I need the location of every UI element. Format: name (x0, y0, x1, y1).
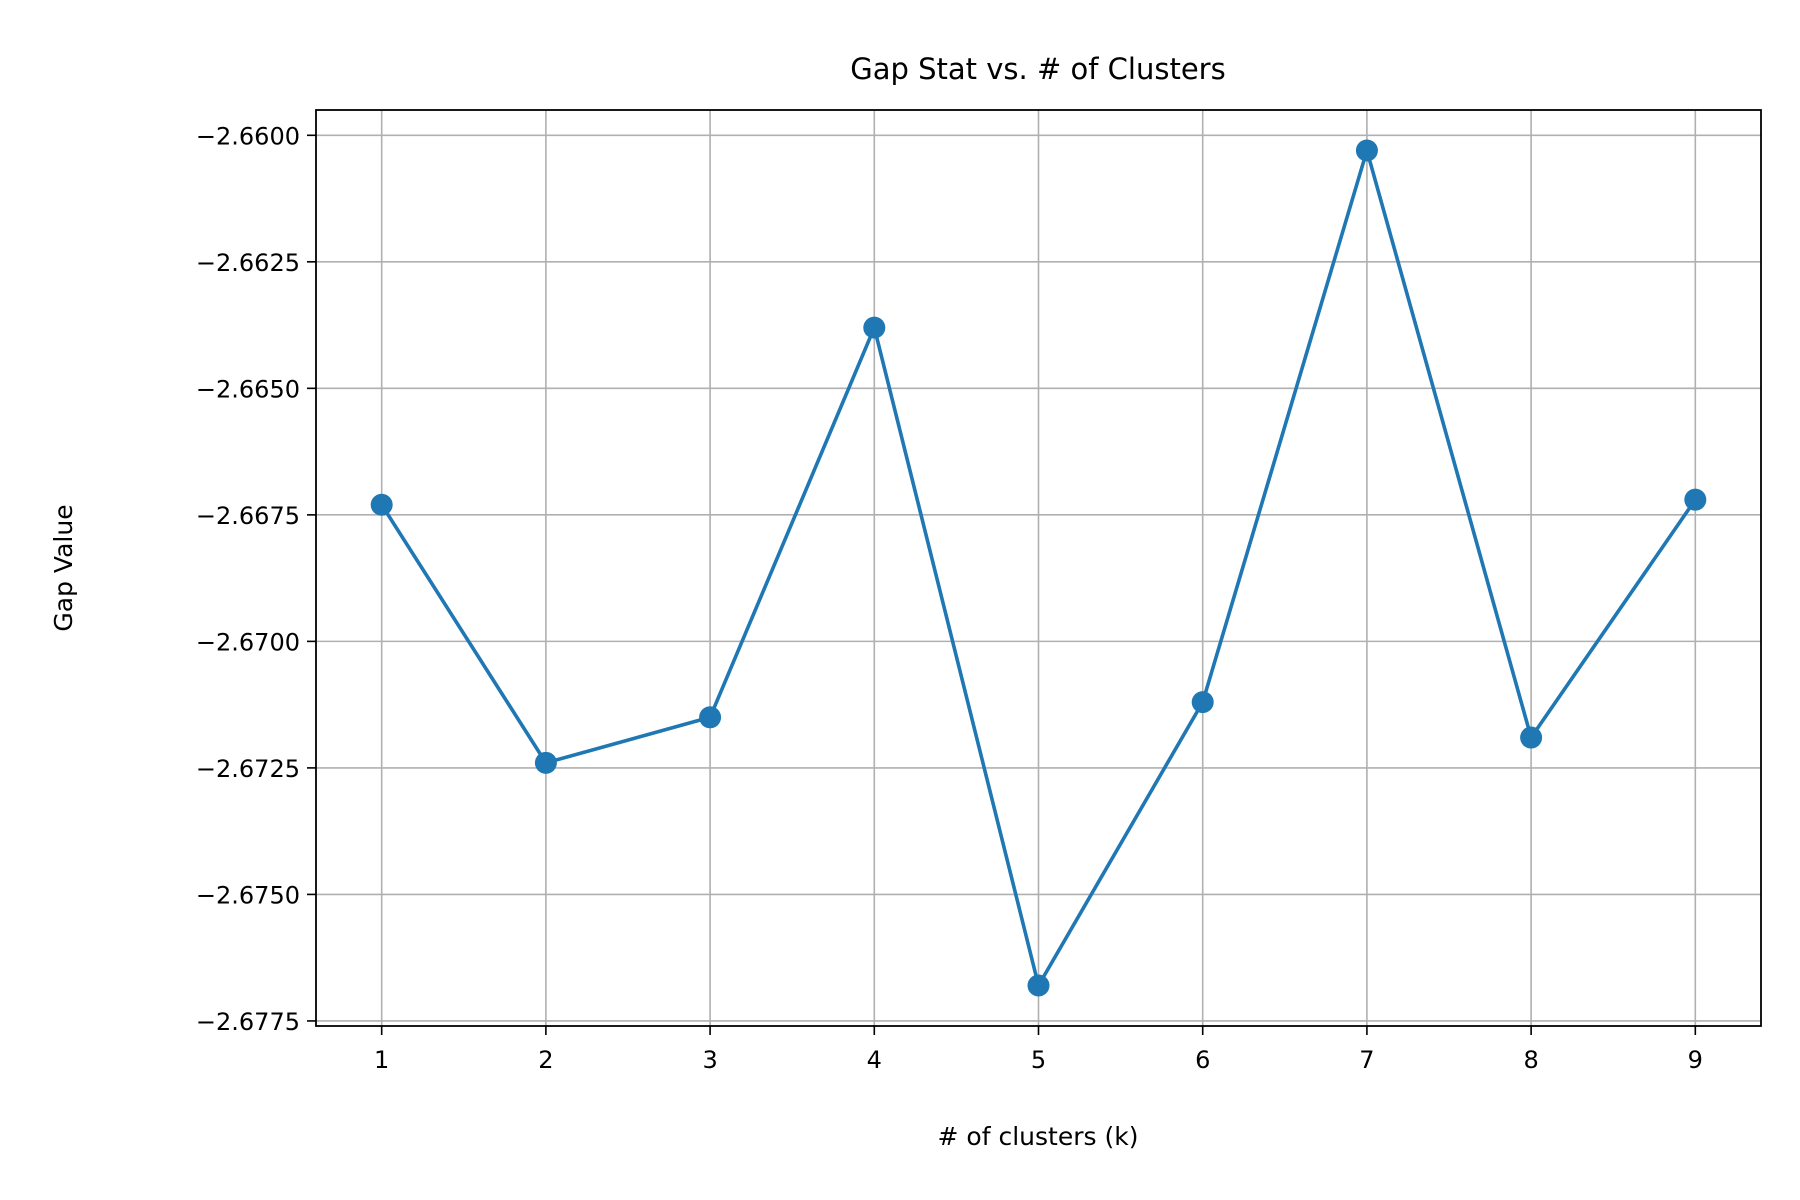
y-tick-label: −2.6600 (196, 122, 300, 150)
x-tick-label: 5 (1031, 1046, 1046, 1074)
data-point-k3 (699, 706, 722, 729)
chart-title: Gap Stat vs. # of Clusters (850, 52, 1225, 86)
y-tick-label: −2.6650 (196, 375, 300, 403)
y-tick-label: −2.6700 (196, 628, 300, 656)
x-axis: 1 2 3 4 5 6 7 8 9 (374, 1026, 1703, 1074)
data-point-k4 (863, 316, 886, 339)
data-point-k2 (534, 751, 557, 774)
y-tick-label: −2.6725 (196, 755, 300, 783)
x-tick-label: 6 (1195, 1046, 1210, 1074)
x-tick-label: 3 (702, 1046, 717, 1074)
y-axis: −2.6600 −2.6625 −2.6650 −2.6675 −2.6700 −2.67… (196, 122, 316, 1036)
data-point-k8 (1520, 726, 1543, 749)
y-tick-label: −2.6750 (196, 881, 300, 909)
x-tick-label: 1 (374, 1046, 389, 1074)
x-tick-label: 4 (867, 1046, 882, 1074)
data-point-k1 (370, 493, 393, 516)
x-axis-label: # of clusters (k) (938, 1122, 1139, 1151)
y-tick-label: −2.6625 (196, 249, 300, 277)
series-layer (370, 139, 1707, 997)
y-tick-label: −2.6675 (196, 502, 300, 530)
x-tick-label: 7 (1359, 1046, 1374, 1074)
y-tick-label: −2.6775 (196, 1008, 300, 1036)
y-axis-label: Gap Value (49, 504, 78, 631)
x-tick-label: 9 (1688, 1046, 1703, 1074)
grid-lines (316, 110, 1761, 1026)
data-point-k9 (1684, 488, 1707, 511)
x-tick-label: 8 (1523, 1046, 1538, 1074)
x-tick-label: 2 (538, 1046, 553, 1074)
data-point-k7 (1355, 139, 1378, 162)
data-point-k5 (1027, 974, 1050, 997)
data-point-k6 (1191, 691, 1214, 714)
